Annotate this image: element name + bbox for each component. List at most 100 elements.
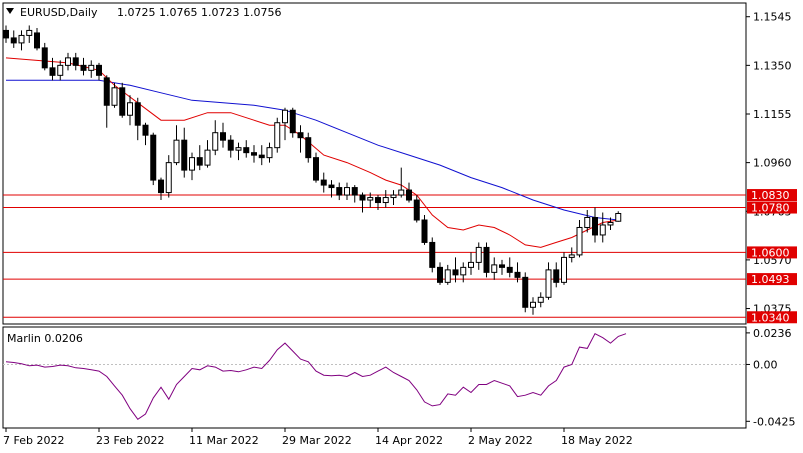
candle-body-77	[599, 224, 606, 236]
moving-averages	[5, 57, 619, 248]
time-tick-label-4: 14 Apr 2022	[375, 434, 443, 447]
candle-70	[545, 262, 552, 300]
candle-body-16	[127, 102, 133, 116]
candle-body-59	[460, 266, 467, 276]
candle-17	[134, 97, 141, 141]
candle-body-56	[437, 266, 443, 283]
level-label-3: 1.0493	[751, 273, 790, 286]
candle-59	[460, 262, 467, 283]
candle-55	[429, 237, 436, 273]
candle-body-67	[522, 276, 529, 308]
candle-body-8	[65, 57, 71, 66]
candle-1	[10, 30, 17, 48]
candle-body-75	[584, 216, 591, 228]
candle-5	[41, 42, 48, 71]
candle-body-76	[592, 216, 598, 236]
candle-body-74	[576, 226, 583, 256]
candle-body-58	[452, 269, 459, 276]
candle-7	[57, 60, 64, 81]
candle-body-26	[204, 149, 211, 166]
ma-slow-line	[6, 79, 619, 221]
candle-body-7	[57, 64, 64, 76]
candle-body-38	[297, 132, 304, 139]
time-axis: 7 Feb 2022 23 Feb 2022 11 Mar 2022 29 Mar 2…	[3, 428, 633, 447]
candle-57	[444, 264, 451, 285]
candle-body-5	[41, 47, 48, 69]
candle-23	[181, 127, 188, 178]
candle-body-73	[568, 254, 575, 258]
candle-body-39	[305, 137, 312, 159]
candle-body-55	[429, 241, 436, 268]
candle-10	[80, 57, 87, 76]
candle-56	[437, 262, 443, 285]
candle-14	[111, 82, 118, 108]
candle-body-2	[18, 34, 25, 44]
candle-43	[336, 182, 343, 201]
collapse-triangle-icon[interactable]	[6, 8, 14, 14]
price-tick-label-1: 1.1350	[753, 59, 792, 72]
candle-9	[72, 52, 79, 71]
price-tick-label-2: 1.1155	[753, 108, 792, 121]
candle-12	[96, 62, 102, 81]
level-label-0: 1.0830	[751, 189, 790, 202]
candle-body-34	[266, 147, 273, 159]
symbol-title: EURUSD,Daily	[20, 6, 98, 19]
candle-body-22	[173, 139, 180, 164]
candle-body-70	[545, 269, 552, 298]
candle-body-37	[289, 109, 296, 134]
candle-body-30	[235, 147, 242, 151]
candle-body-1	[10, 37, 17, 44]
candle-24	[189, 152, 195, 181]
candle-body-65	[506, 266, 513, 273]
candle-body-41	[320, 179, 327, 186]
candle-54	[421, 215, 428, 245]
price-tick-label-3: 1.0960	[753, 157, 792, 170]
candle-body-49	[382, 197, 389, 204]
time-tick-label-5: 2 May 2022	[468, 434, 533, 447]
candle-body-57	[444, 269, 451, 283]
candle-body-10	[80, 64, 87, 71]
candle-body-4	[34, 32, 40, 49]
candle-body-68	[530, 301, 536, 308]
candle-65	[506, 257, 513, 278]
candle-body-48	[375, 197, 381, 204]
candle-62	[483, 242, 490, 278]
level-label-2: 1.0600	[751, 246, 790, 259]
candle-body-61	[475, 246, 482, 263]
marlin-panel-border	[2, 326, 747, 429]
time-tick-label-1: 23 Feb 2022	[96, 434, 164, 447]
marlin-tick-label-2: -0.0425	[753, 415, 795, 428]
level-label-box-1	[747, 201, 797, 214]
candle-body-71	[553, 269, 560, 283]
candle-body-47	[367, 197, 374, 201]
candle-body-29	[227, 139, 234, 151]
candle-21	[165, 155, 172, 198]
candle-body-20	[158, 179, 164, 194]
marlin-panel[interactable]: 0.0236 0.00 -0.0425 Marlin 0.0206	[2, 326, 795, 429]
candle-34	[266, 142, 273, 163]
price-panel[interactable]: 1.15451.13501.11551.09601.07651.05701.03…	[2, 2, 797, 325]
candle-body-60	[468, 261, 474, 268]
candle-body-18	[142, 124, 149, 136]
candle-body-17	[134, 102, 141, 126]
time-tick-label-0: 7 Feb 2022	[3, 434, 64, 447]
candle-body-21	[165, 162, 172, 194]
candle-body-52	[406, 189, 412, 201]
candle-77	[599, 212, 606, 243]
candle-body-11	[88, 64, 95, 71]
candle-58	[452, 257, 459, 283]
candle-68	[530, 297, 536, 315]
candle-35	[274, 117, 281, 153]
candle-19	[150, 132, 157, 186]
candle-39	[305, 132, 312, 163]
level-label-box-0	[747, 189, 797, 202]
candle-64	[499, 259, 505, 275]
candle-67	[522, 272, 529, 313]
candle-36	[282, 107, 288, 141]
price-tick-label-0: 1.1545	[753, 11, 792, 24]
candle-4	[34, 27, 40, 51]
candle-body-14	[111, 87, 118, 106]
candle-40	[313, 152, 319, 183]
